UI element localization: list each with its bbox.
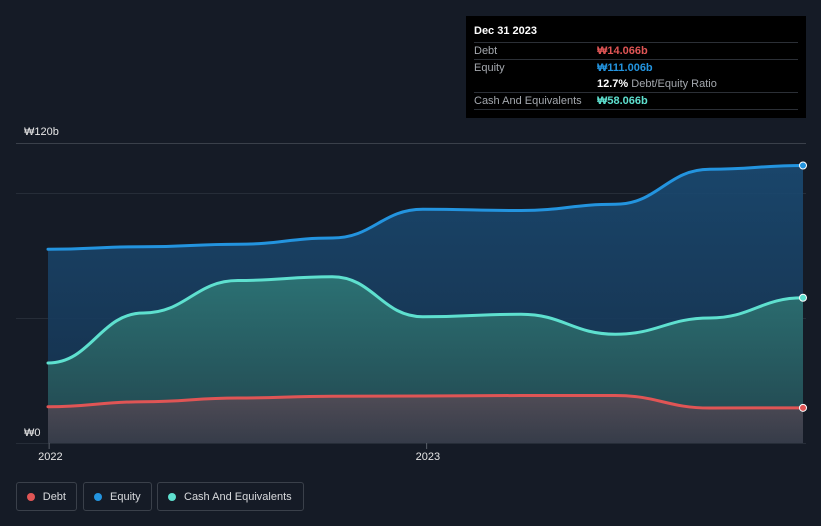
tooltip-row-ratio: 12.7% Debt/Equity Ratio	[474, 76, 798, 92]
y-tick-label-120b: ₩120b	[24, 126, 59, 138]
tooltip-ratio-label: Debt/Equity Ratio	[631, 78, 717, 90]
legend-equity[interactable]: Equity	[83, 482, 152, 511]
tooltip-bottom-rule	[474, 109, 798, 126]
equity-line	[46, 164, 805, 251]
legend-debt-label: Debt	[42, 490, 66, 503]
legend-equity-label: Equity	[110, 490, 141, 503]
tooltip-ratio-spacer	[474, 76, 597, 92]
tooltip-row-equity: Equity ₩111.006b	[474, 59, 798, 76]
debt-area	[48, 395, 803, 443]
series-areas	[48, 165, 803, 443]
tooltip-ratio: 12.7% Debt/Equity Ratio	[597, 76, 717, 92]
tooltip-equity-label: Equity	[474, 62, 505, 74]
cash-line	[46, 275, 805, 365]
tooltip-row-debt: Debt ₩14.066b	[474, 42, 798, 59]
tooltip-equity-value: ₩111.006b	[597, 62, 653, 74]
tooltip: Dec 31 2023 Debt ₩14.066b Equity ₩111.00…	[466, 16, 806, 118]
tooltip-date: Dec 31 2023	[474, 25, 537, 37]
debt-line	[46, 393, 805, 410]
legend-cash-label: Cash And Equivalents	[184, 490, 292, 503]
debt-dot-icon	[27, 492, 35, 501]
legend-debt[interactable]: Debt	[16, 482, 77, 511]
cash-dot-icon	[168, 492, 176, 501]
tooltip-cash-value: ₩58.066b	[597, 95, 648, 107]
x-tick-label-2023: 2023	[416, 451, 440, 463]
axis-ticks: ₩0 ₩120b 2022 2023	[24, 126, 440, 463]
y-tick-label-0: ₩0	[24, 427, 41, 439]
cash-endpoint	[799, 293, 807, 302]
legend-cash[interactable]: Cash And Equivalents	[157, 482, 304, 511]
equity-endpoint	[799, 161, 807, 170]
debt-endpoint	[799, 403, 807, 412]
tooltip-debt-value: ₩14.066b	[597, 45, 648, 57]
tooltip-debt-label: Debt	[474, 45, 498, 57]
series-endpoints	[799, 161, 807, 412]
x-tick-label-2022: 2022	[38, 451, 62, 463]
series-lines	[46, 164, 805, 410]
tooltip-cash-label: Cash And Equivalents	[474, 95, 582, 107]
tooltip-row-cash: Cash And Equivalents ₩58.066b	[474, 92, 798, 109]
tooltip-ratio-value: 12.7%	[597, 78, 629, 90]
equity-dot-icon	[94, 492, 102, 501]
